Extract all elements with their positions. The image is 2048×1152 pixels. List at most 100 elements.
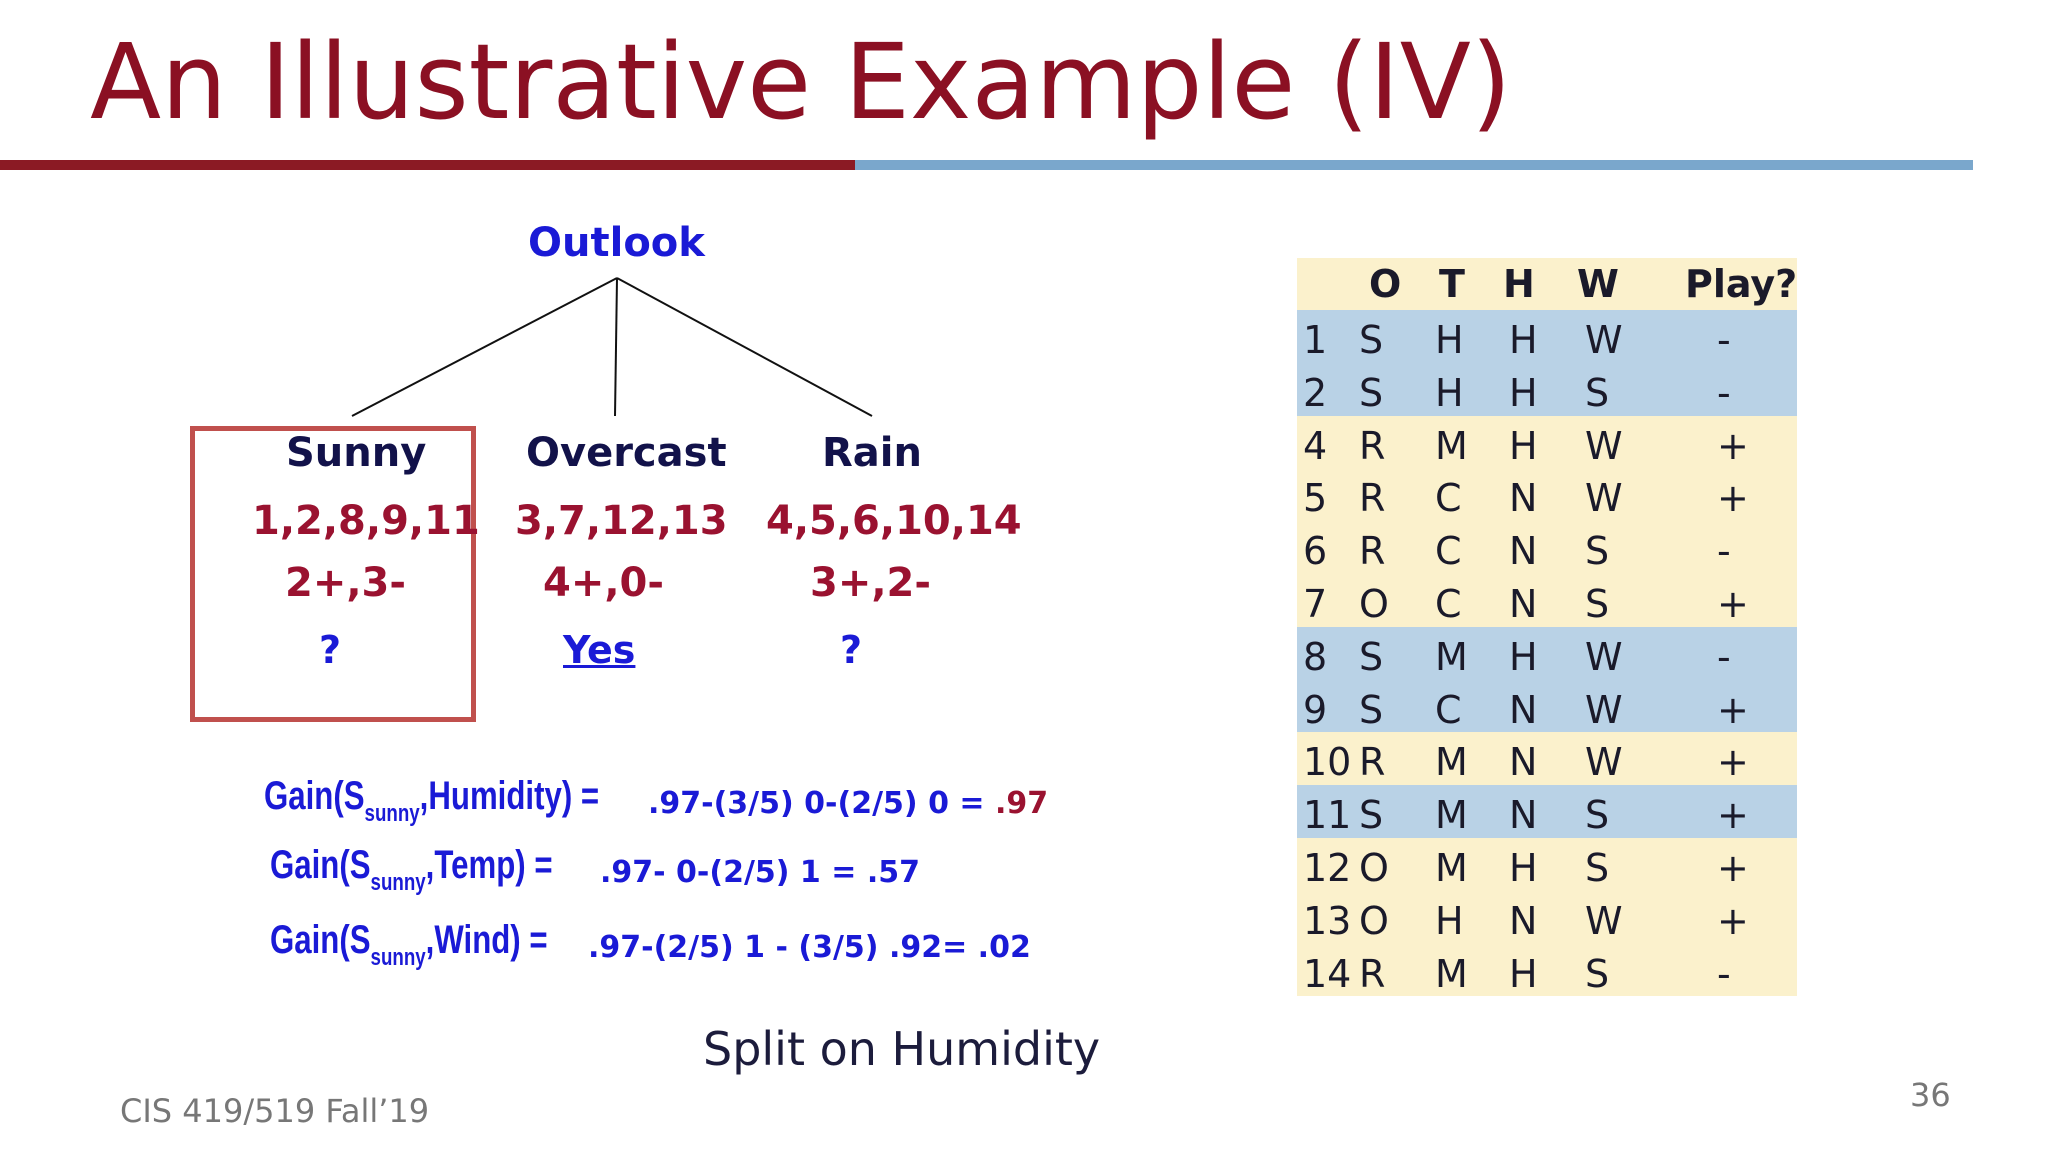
table-cell-t: M [1435,740,1468,785]
table-cell-o: S [1359,370,1384,415]
table-cell-h: H [1509,370,1538,415]
table-cell-h: N [1509,793,1538,838]
table-header-play: Play? [1685,262,1798,306]
table-cell-w: W [1585,898,1623,943]
table-cell-t: C [1435,529,1462,574]
table-header-o: O [1369,262,1402,306]
table-cell-o: R [1359,951,1386,996]
table-cell-id: 1 [1303,318,1328,362]
branch-sunny-label: ? [319,628,342,672]
table-cell-o: R [1359,740,1386,785]
table-cell-h: H [1509,634,1538,679]
table-cell-id: 2 [1303,370,1328,415]
table-cell-t: C [1435,476,1462,521]
table-cell-o: O [1359,898,1389,943]
table-cell-play: - [1717,370,1731,415]
table-cell-play: + [1717,845,1749,890]
edge-overcast [614,277,618,417]
table-row: 12 O M H S + [1297,837,1797,891]
table-cell-h: H [1509,951,1538,996]
table-cell-o: R [1359,529,1386,574]
table-header-row: O T H W Play? [1297,258,1797,310]
table-row: 4 R M H W + [1297,415,1797,469]
gain-wind: Gain(Ssunny,Wind) = .97-(2/5) 1 - (3/5) … [270,918,1031,974]
split-conclusion: Split on Humidity [703,1022,1101,1076]
gain-temp: Gain(Ssunny,Temp) = .97- 0-(2/5) 1 = .57 [270,843,970,899]
table-cell-id: 10 [1303,740,1352,785]
branch-rain-counts: 3+,2- [810,560,931,606]
table-cell-w: W [1585,318,1623,362]
table-header-w: W [1577,262,1619,306]
branch-overcast-ids: 3,7,12,13 [515,498,728,544]
table-row: 5 R C N W + [1297,468,1797,522]
table-cell-w: W [1585,687,1623,732]
branch-overcast-name: Overcast [526,430,727,476]
branch-overcast-label[interactable]: Yes [563,628,636,672]
table-cell-h: H [1509,845,1538,890]
table-cell-play: - [1717,318,1731,362]
page-number: 36 [1910,1076,1951,1114]
table-cell-t: M [1435,423,1468,468]
table-row: 7 O C N S + [1297,573,1797,627]
table-cell-play: - [1717,529,1731,574]
table-cell-h: H [1509,318,1538,362]
edge-rain [616,277,873,417]
table-cell-play: + [1717,423,1749,468]
table-cell-play: + [1717,687,1749,732]
table-cell-o: R [1359,423,1386,468]
gain-humidity: Gain(Ssunny,Humidity) = .97-(3/5) 0-(2/5… [264,774,1048,830]
branch-rain-ids: 4,5,6,10,14 [766,498,1022,544]
table-cell-play: + [1717,581,1749,626]
table-cell-t: M [1435,634,1468,679]
table-cell-o: S [1359,634,1384,679]
table-cell-h: N [1509,898,1538,943]
table-cell-w: W [1585,634,1623,679]
table-cell-id: 4 [1303,423,1328,468]
table-cell-t: H [1435,898,1464,943]
table-cell-play: - [1717,634,1731,679]
tree-root-outlook: Outlook [528,220,705,266]
table-body: 1 S H H W -2 S H H S -4 R M H W +5 R C N W +6 R C N S -7 O C N S +8 S M H… [1297,310,1797,997]
branch-rain-name: Rain [822,430,922,476]
table-cell-w: S [1585,793,1610,838]
table-cell-id: 8 [1303,634,1328,679]
table-header-t: T [1439,262,1465,306]
title-underline-blue [855,160,1973,170]
slide-title: An Illustrative Example (IV) [90,21,1512,143]
table-row: 11 S M N S + [1297,785,1797,838]
table-cell-id: 7 [1303,581,1328,626]
branch-overcast-counts: 4+,0- [543,560,664,606]
table-cell-id: 11 [1303,793,1352,838]
table-cell-play: + [1717,793,1749,838]
training-data-table: O T H W Play? 1 S H H W -2 S H H S -4 R M H W +5 R C N W +6 R… [1297,258,1797,997]
table-cell-w: W [1585,740,1623,785]
table-cell-o: S [1359,687,1384,732]
table-cell-t: M [1435,793,1468,838]
table-cell-o: S [1359,318,1384,362]
table-cell-w: S [1585,529,1610,574]
table-cell-id: 12 [1303,845,1352,890]
table-row: 9 S C N W + [1297,679,1797,733]
table-cell-play: - [1717,951,1731,996]
gain-temp-rhs: .97- 0-(2/5) 1 = .57 [600,855,920,890]
branch-rain-label: ? [840,628,863,672]
table-row: 13 O H N W + [1297,890,1797,944]
gain-wind-lhs: Gain(Ssunny,Wind) = [270,918,548,971]
table-row: 14 R M H S - [1297,943,1797,997]
table-cell-t: C [1435,687,1462,732]
table-cell-h: N [1509,529,1538,574]
table-cell-w: S [1585,581,1610,626]
table-cell-id: 13 [1303,898,1352,943]
gain-humidity-lhs: Gain(Ssunny,Humidity) = [264,774,600,827]
title-underline-red [0,160,855,170]
table-cell-h: N [1509,476,1538,521]
footer-course: CIS 419/519 Fall’19 [120,1092,430,1130]
table-cell-t: M [1435,951,1468,996]
branch-sunny-name: Sunny [286,430,427,476]
table-cell-o: O [1359,581,1389,626]
table-cell-w: W [1585,476,1623,521]
